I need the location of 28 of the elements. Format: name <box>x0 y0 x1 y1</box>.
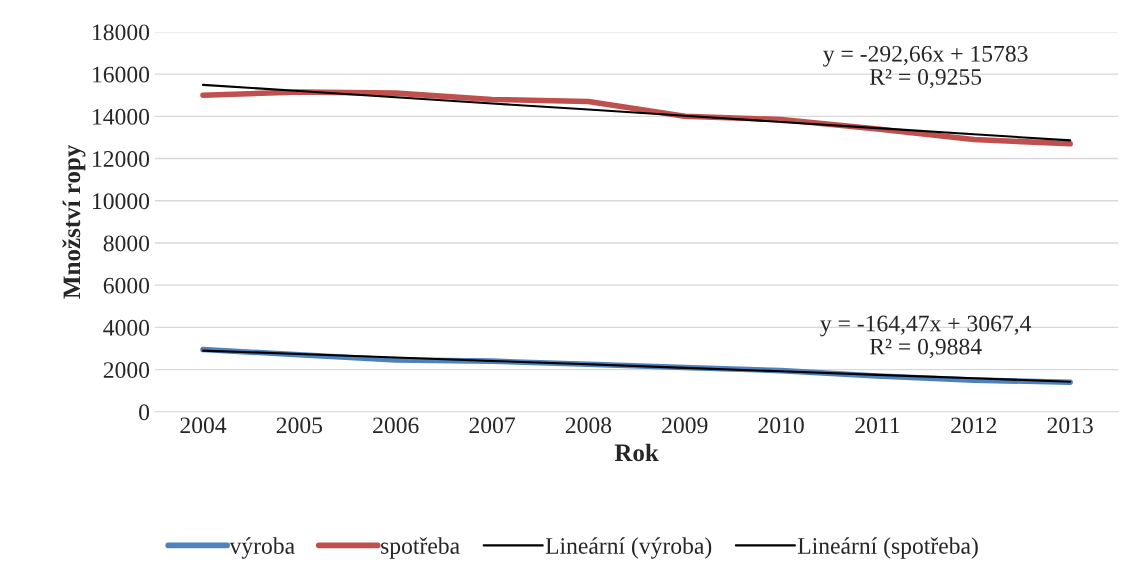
y-tick-label: 18000 <box>93 24 150 41</box>
y-tick-label: 6000 <box>103 277 150 294</box>
legend-label: Lineární (výroba) <box>545 537 712 559</box>
x-tick-label: 2010 <box>758 417 804 434</box>
x-tick-label: 2012 <box>951 417 997 434</box>
x-tick-label: 2005 <box>276 417 323 434</box>
y-tick-label: 2000 <box>103 362 150 379</box>
y-tick-label: 16000 <box>93 66 150 83</box>
legend-label: spotřeba <box>381 537 460 559</box>
x-axis-title: Rok <box>614 443 659 462</box>
annotation: y = -164,47x + 3067,4 R² = 0,9884 <box>820 315 1032 358</box>
x-tick-label: 2004 <box>180 417 227 434</box>
y-tick-label: 12000 <box>93 151 150 167</box>
y-tick-label: 14000 <box>93 108 150 125</box>
legend-label: výroba <box>229 537 295 559</box>
y-axis-title: Množství ropy <box>62 144 86 299</box>
x-tick-label: 2007 <box>469 417 515 434</box>
x-tick-label: 2011 <box>855 417 900 434</box>
legend-label: Lineární (spotřeba) <box>797 537 978 559</box>
x-tick-label: 2009 <box>662 417 708 434</box>
y-tick-label: 4000 <box>103 319 150 336</box>
y-tick-label: 10000 <box>93 193 150 210</box>
x-tick-label: 2006 <box>373 417 419 434</box>
y-tick-label: 8000 <box>103 235 150 252</box>
x-tick-label: 2013 <box>1047 417 1093 434</box>
y-tick-label: 0 <box>139 404 150 421</box>
x-tick-label: 2008 <box>565 417 612 434</box>
annotation: y = -292,66x + 15783 R² = 0,9255 <box>823 45 1028 89</box>
